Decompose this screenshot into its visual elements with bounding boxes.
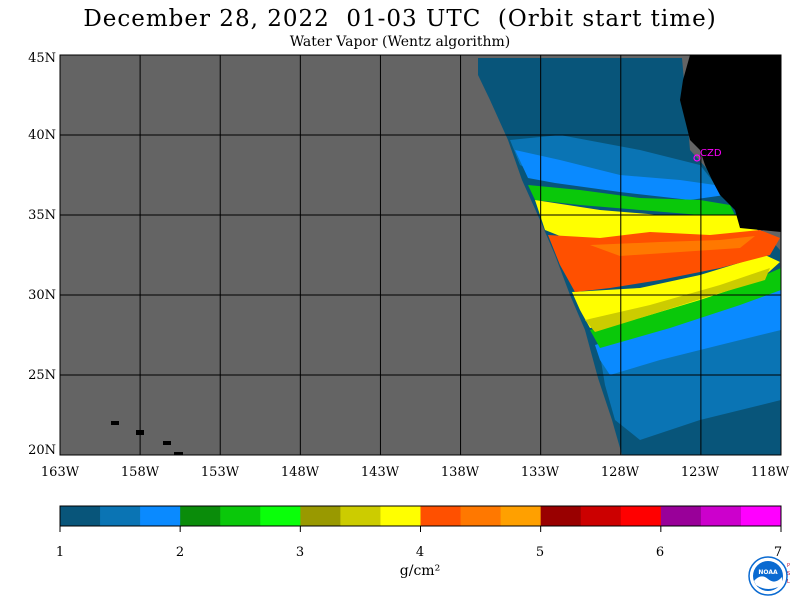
- colorbar-segment: [500, 506, 542, 526]
- lon-label-158w: 158W: [120, 465, 160, 480]
- lon-label-138w: 138W: [440, 465, 480, 480]
- lon-label-118w: 118W: [750, 465, 790, 480]
- swath-olive-edge: [585, 268, 770, 332]
- lat-label-40n: 40N: [28, 128, 56, 143]
- lat-label-20n: 20N: [28, 443, 56, 458]
- lon-label-133w: 133W: [520, 465, 560, 480]
- swath-yellow-south: [572, 255, 780, 328]
- colorbar-segment: [580, 506, 622, 526]
- map-frame: [59, 54, 782, 456]
- colorbar-tick-7: 7: [773, 545, 783, 560]
- colorbar-tick-5: 5: [535, 545, 545, 560]
- colorbar-segment: [100, 506, 141, 526]
- colorbar-frame: [59, 505, 782, 527]
- colorbar-segment: [300, 506, 341, 526]
- colorbar-tick-6: 6: [655, 545, 665, 560]
- svg-text:L: L: [787, 579, 790, 585]
- noaa-logo: NOAA P S L: [748, 555, 790, 597]
- colorbar-segment: [180, 506, 221, 526]
- colorbar: [59, 506, 782, 532]
- colorbar-segment: [740, 506, 782, 526]
- noaa-emblem-icon: NOAA P S L: [748, 556, 790, 596]
- lon-label-143w: 143W: [360, 465, 400, 480]
- map-title: December 28, 2022 01-03 UTC (Orbit start…: [83, 6, 717, 32]
- colorbar-tick-3: 3: [295, 545, 305, 560]
- lon-label-153w: 153W: [200, 465, 240, 480]
- colorbar-segment: [660, 506, 702, 526]
- svg-text:S: S: [787, 571, 790, 577]
- swath-yellow-north: [535, 200, 760, 240]
- colorbar-tick-2: 2: [175, 545, 185, 560]
- lat-label-25n: 25N: [28, 368, 56, 383]
- station-marker: CZD: [693, 148, 722, 162]
- map-subtitle: Water Vapor (Wentz algorithm): [289, 34, 511, 50]
- colorbar-segment: [540, 506, 582, 526]
- hawaii-island-4: [174, 452, 183, 455]
- station-czd-marker: [693, 154, 701, 162]
- colorbar-segment: [340, 506, 381, 526]
- swath-green-south: [590, 268, 781, 348]
- lon-label-128w: 128W: [600, 465, 640, 480]
- lon-label-148w: 148W: [280, 465, 320, 480]
- lat-label-45n: 45N: [28, 51, 56, 66]
- north-america-coast: [680, 55, 781, 232]
- svg-text:P: P: [787, 563, 790, 569]
- colorbar-units: g/cm²: [399, 563, 441, 579]
- swath-bright-blue-north: [515, 150, 725, 200]
- lat-label-35n: 35N: [28, 208, 56, 223]
- lon-label-163w: 163W: [40, 465, 80, 480]
- hawaii-island-1: [111, 421, 119, 425]
- colorbar-segment: [260, 506, 301, 526]
- hawaii-island-3: [163, 441, 171, 445]
- swath-green-north: [528, 185, 735, 215]
- colorbar-tick-4: 4: [415, 545, 425, 560]
- water-vapor-field: [478, 58, 781, 455]
- lat-lon-grid: [60, 55, 781, 455]
- colorbar-segment: [220, 506, 261, 526]
- colorbar-segment: [380, 506, 421, 526]
- svg-text:NOAA: NOAA: [758, 569, 778, 576]
- station-czd-label: CZD: [700, 148, 722, 159]
- colorbar-segment: [460, 506, 502, 526]
- lon-label-123w: 123W: [680, 465, 720, 480]
- lat-label-30n: 30N: [28, 288, 56, 303]
- map-panel: CZD: [59, 54, 782, 456]
- colorbar-segment: [420, 506, 462, 526]
- colorbar-segment: [620, 506, 662, 526]
- swath-bright-blue-south: [595, 285, 781, 375]
- swath-orange-streak: [590, 236, 755, 256]
- colorbar-tick-1: 1: [55, 545, 65, 560]
- colorbar-segment: [700, 506, 742, 526]
- colorbar-segment: [60, 506, 101, 526]
- colorbar-segment: [140, 506, 181, 526]
